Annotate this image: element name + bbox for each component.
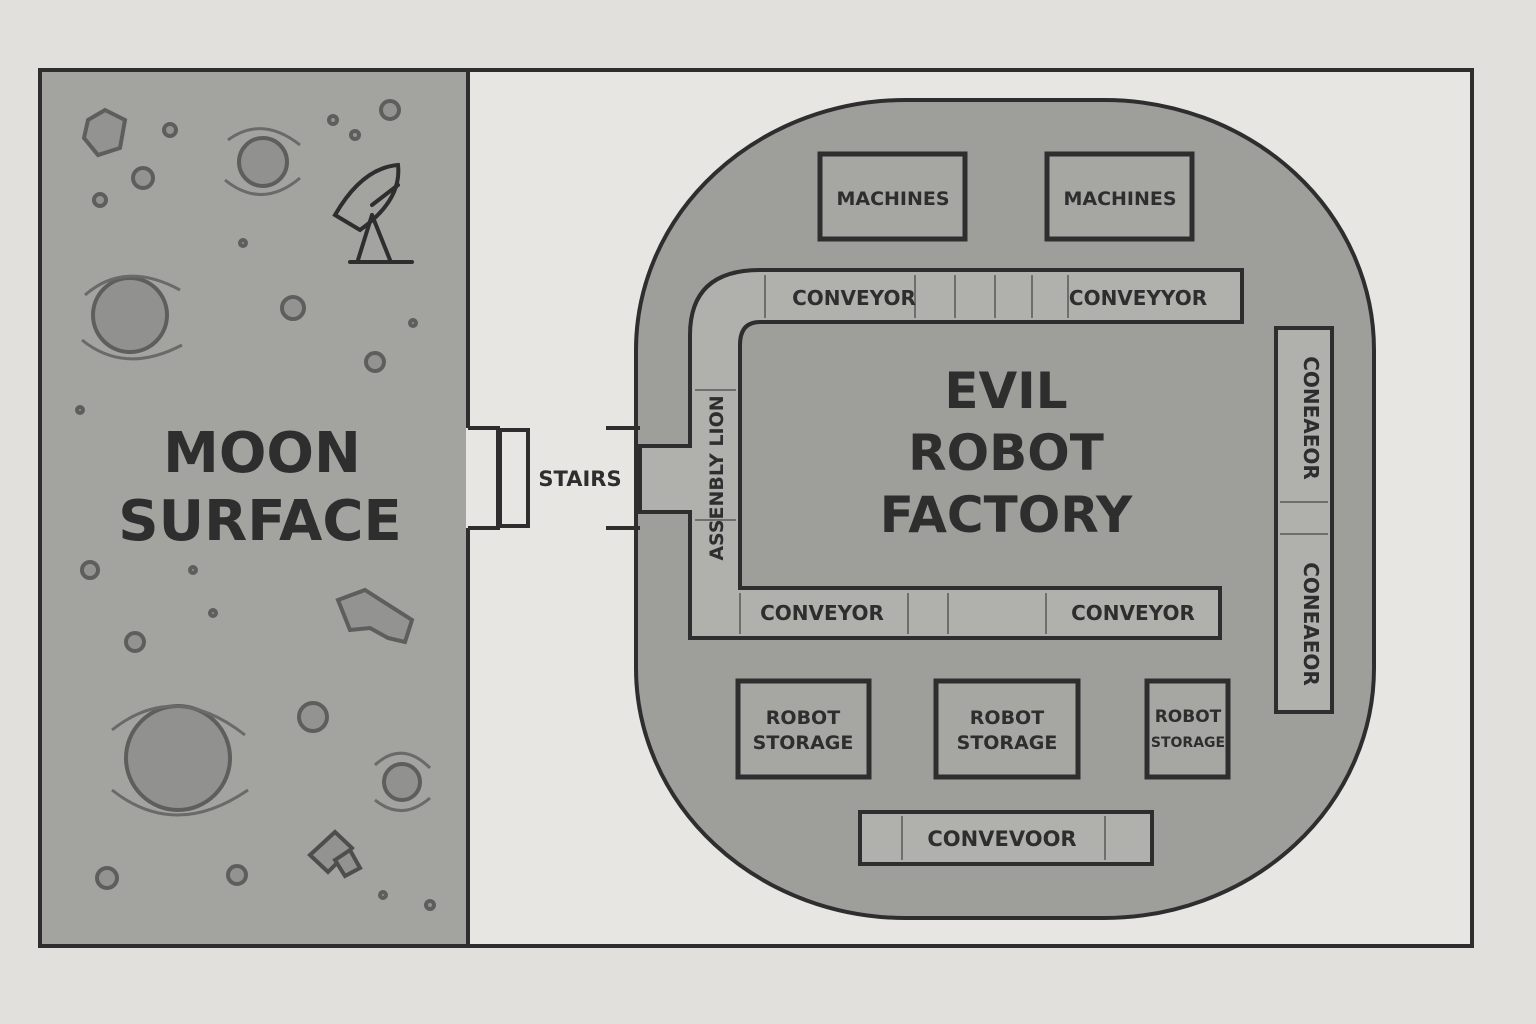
conveyor-bottom (858, 810, 1154, 866)
rocks (75, 99, 436, 911)
rock (238, 238, 248, 248)
crater-ring (224, 127, 301, 196)
machines-label: MACHINES (1063, 188, 1176, 210)
rock (226, 864, 248, 886)
conveyor-label-bottom: CONVEVOOR (927, 827, 1076, 851)
rock (80, 560, 100, 580)
rock (379, 99, 401, 121)
conveyor-label-right-lower: CONEAEOR (1299, 562, 1323, 686)
assembly-line-label: ASSENBLY LION (706, 395, 728, 560)
robot-storage-label-line1: ROBOT (1155, 707, 1222, 727)
rock (327, 114, 339, 126)
machines-label: MACHINES (836, 188, 949, 210)
rock (364, 351, 386, 373)
conveyor-label-right-upper: CONEAEOR (1299, 356, 1323, 480)
robot-storage-room (1144, 678, 1231, 780)
craters (81, 127, 432, 817)
conveyor-loop (638, 268, 1244, 640)
rock (378, 890, 388, 900)
robot-storage-label-line2: STORAGE (753, 732, 854, 754)
rock (92, 192, 108, 208)
moon-surface-label-line1: MOON (163, 421, 361, 486)
robot-storage-label-line1: ROBOT (766, 707, 840, 729)
rock (349, 129, 361, 141)
conveyor-right (1274, 326, 1334, 714)
rock (297, 701, 329, 733)
rock (131, 166, 155, 190)
rock (188, 565, 198, 575)
rock (208, 608, 218, 618)
factory-title-line1: EVIL (944, 362, 1067, 420)
crater-ring (373, 751, 432, 812)
robot-storage-room (735, 678, 872, 780)
rock (335, 587, 415, 645)
satellite-dish-icon (332, 162, 414, 264)
machines-room (1044, 151, 1195, 242)
crater-ring (111, 704, 249, 817)
crater (124, 704, 232, 812)
rock (408, 318, 418, 328)
rock (95, 866, 119, 890)
robot-storage-label-line1: ROBOT (970, 707, 1044, 729)
factory-title-line3: FACTORY (880, 486, 1133, 544)
conveyor-label-bottom-left: CONVEYOR (760, 601, 884, 625)
rock (280, 295, 306, 321)
robot-storage-label-line2: STORAGE (957, 732, 1058, 754)
rock (424, 899, 436, 911)
crater-ring (81, 274, 183, 361)
conveyor-label-top-right: CONVEYYOR (1069, 286, 1207, 310)
robot-storage-label-line2: STORAGE (1151, 735, 1225, 751)
rock (124, 631, 146, 653)
conveyor-label-bottom-right: CONVEYOR (1071, 601, 1195, 625)
moon-surface-label-line2: SURFACE (118, 489, 401, 554)
stairs-step (498, 428, 530, 528)
stairs-label: STAIRS (538, 467, 621, 491)
machines-room (817, 151, 968, 242)
rock (81, 107, 128, 158)
rover-icon (307, 829, 363, 879)
rock (162, 122, 178, 138)
rock (75, 405, 85, 415)
factory-title-line2: ROBOT (908, 424, 1104, 482)
crater (237, 136, 289, 188)
conveyor-label-top-left: CONVEYOR (792, 286, 916, 310)
crater (382, 762, 422, 802)
conveyor-dividers (695, 275, 1069, 634)
crater (91, 276, 169, 354)
robot-storage-room (933, 678, 1081, 780)
